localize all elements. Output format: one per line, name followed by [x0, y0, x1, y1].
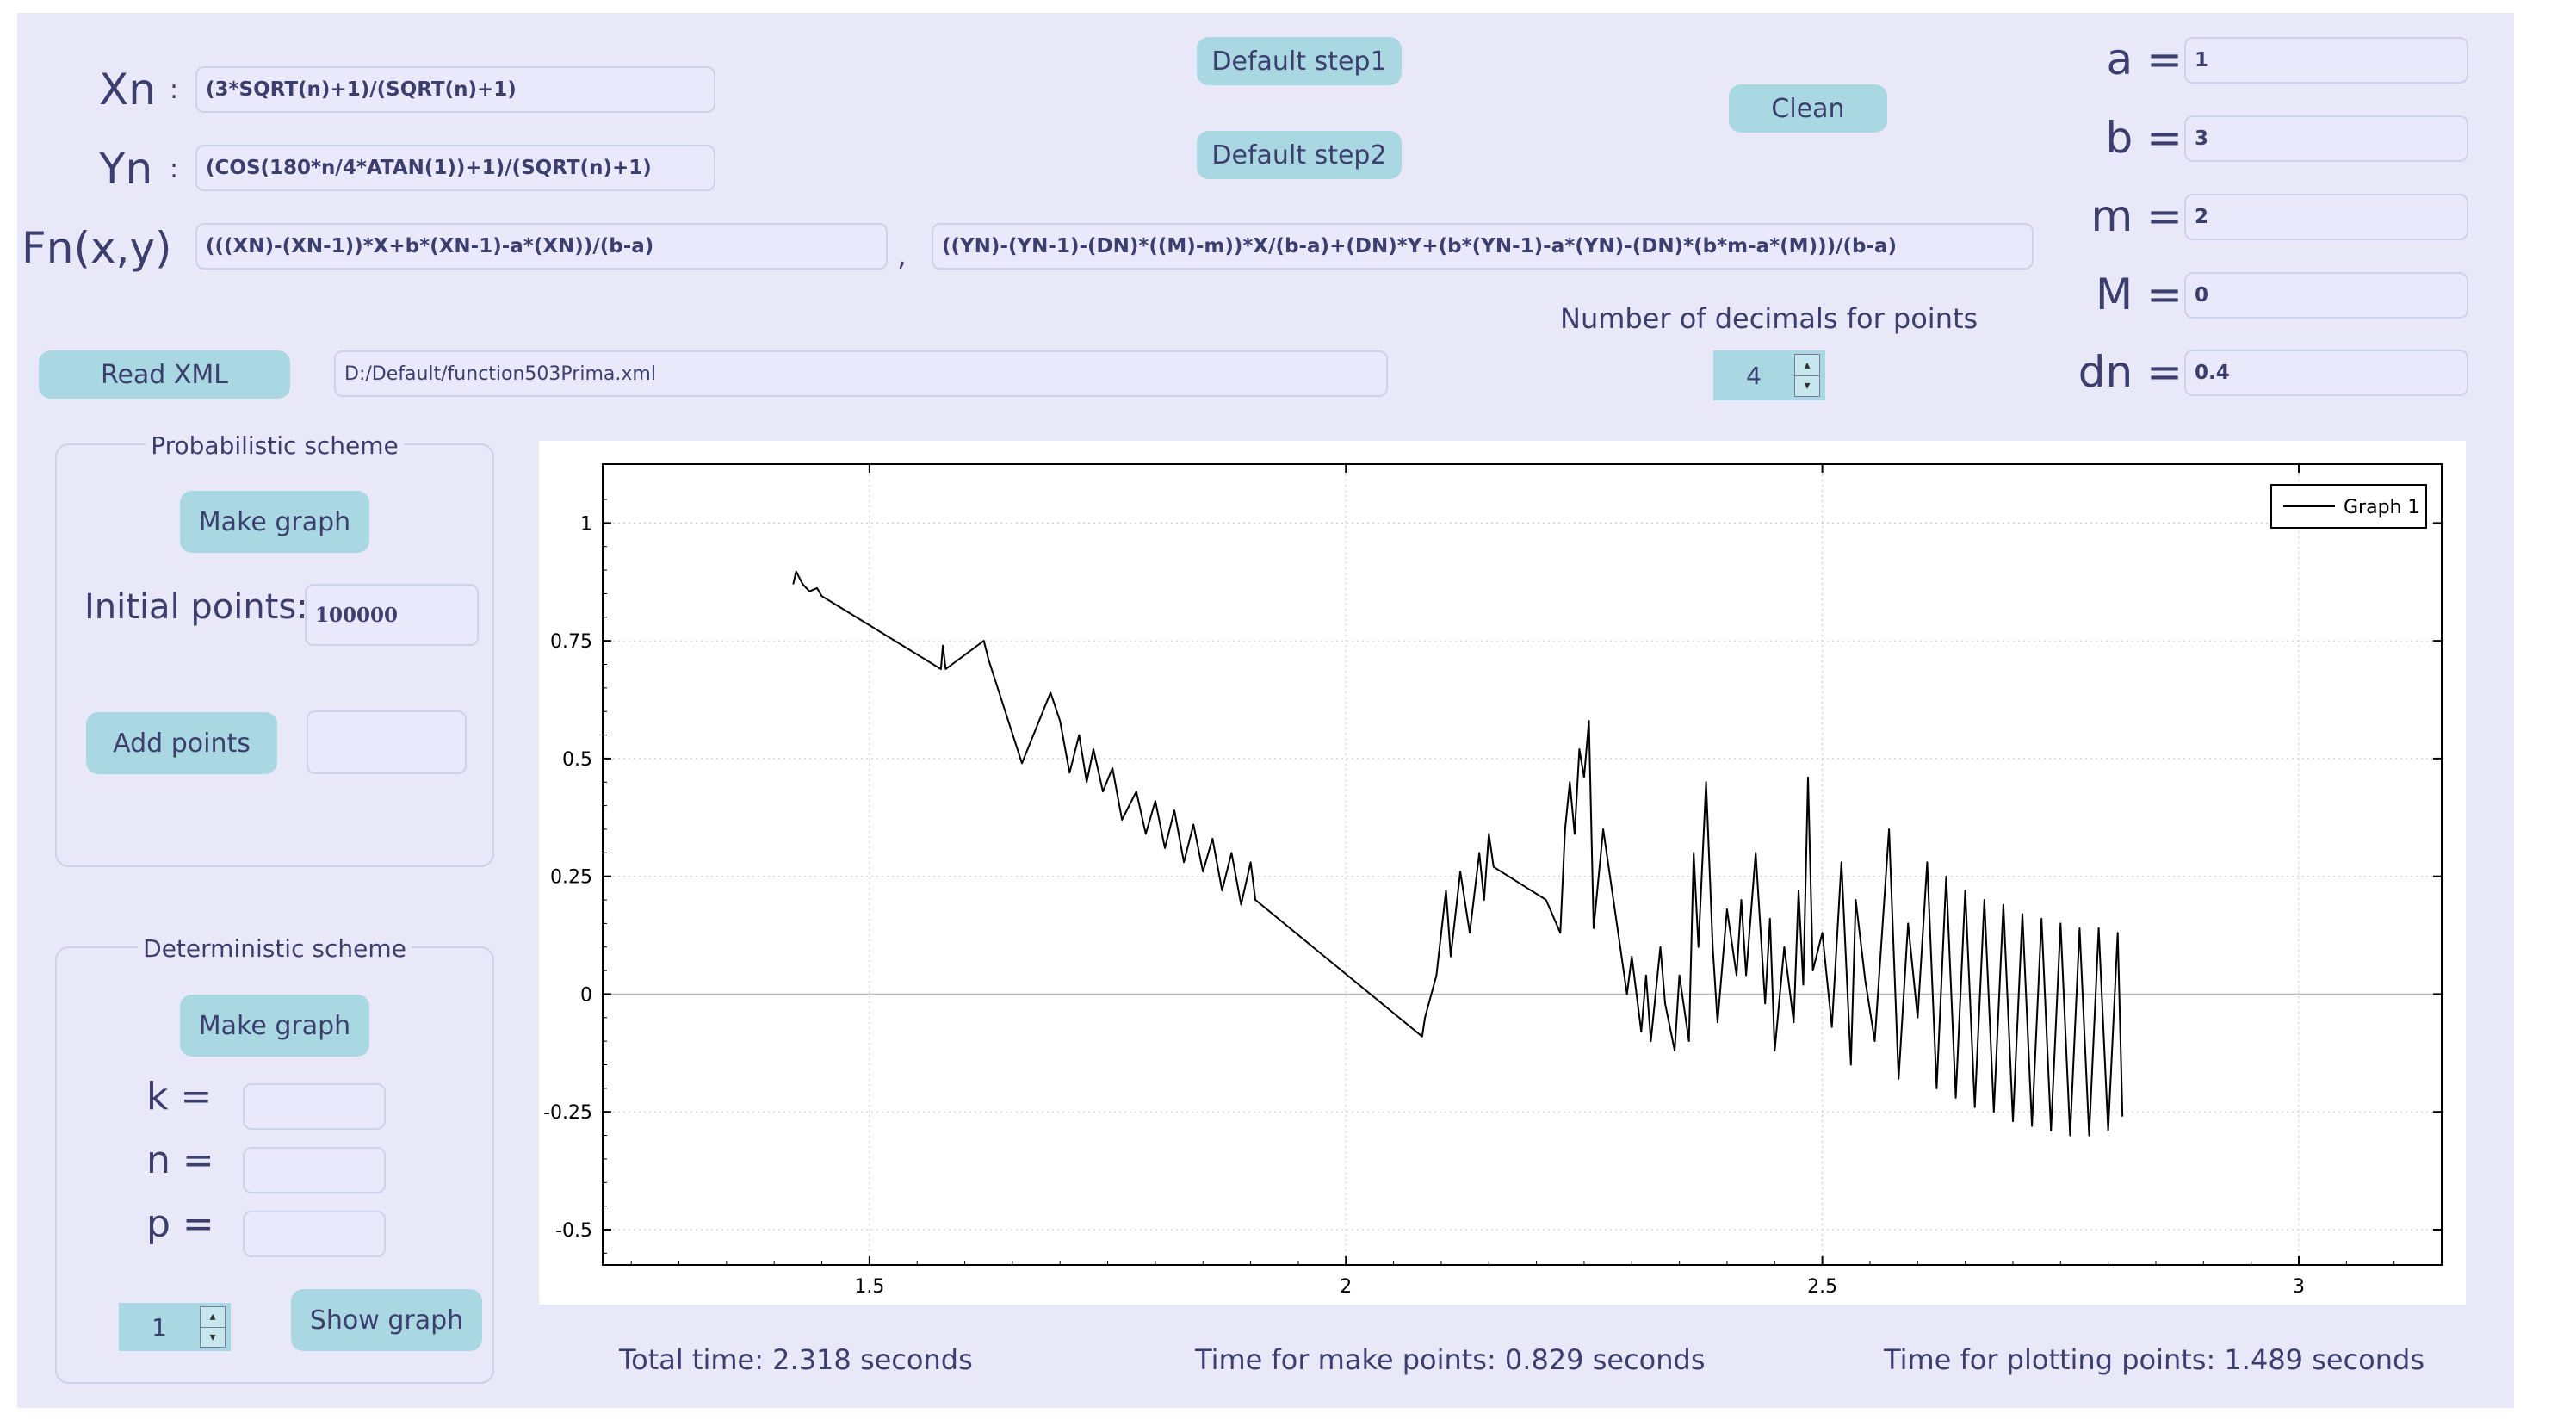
- p-label: p =: [146, 1202, 214, 1246]
- plotting-time-text: Time for plotting points: 1.489 seconds: [1884, 1343, 2424, 1376]
- y-tick-label: -0.5: [555, 1220, 592, 1242]
- xml-path-input[interactable]: [334, 350, 1388, 397]
- probabilistic-make-graph-button[interactable]: Make graph: [180, 491, 369, 553]
- fn-comma: ,: [897, 239, 907, 273]
- y-tick-label: 0: [580, 984, 592, 1006]
- initial-points-input[interactable]: [305, 584, 479, 646]
- fn-x-formula-input[interactable]: [195, 223, 888, 270]
- spin-down-arrow-icon[interactable]: ▾: [201, 1326, 225, 1348]
- show-graph-button[interactable]: Show graph: [291, 1289, 482, 1351]
- plot-panel: 1.5 2 2.5 3 -0.5 -0.25 0 0.25 0.5 0.75 1 Graph 1: [539, 441, 2466, 1305]
- n-input[interactable]: [243, 1147, 386, 1194]
- series-line-graph-1: [792, 570, 2124, 1137]
- spin-up-arrow-icon[interactable]: ▴: [1804, 357, 1811, 372]
- k-input[interactable]: [243, 1083, 386, 1130]
- probabilistic-scheme-group: Probabilistic scheme Make graph Initial …: [55, 431, 494, 867]
- n-label: n =: [146, 1138, 214, 1182]
- default-step2-button[interactable]: Default step2: [1197, 131, 1402, 179]
- deterministic-spin-arrows[interactable]: ▴ ▾: [200, 1306, 226, 1348]
- param-a-input[interactable]: [2184, 37, 2468, 84]
- make-points-time-text: Time for make points: 0.829 seconds: [1195, 1343, 1706, 1376]
- deterministic-scheme-title: Deterministic scheme: [138, 934, 412, 963]
- xn-formula-input[interactable]: [195, 66, 715, 113]
- yn-label: Yn: [99, 144, 153, 194]
- xn-label: Xn: [99, 65, 156, 115]
- y-tick-label: 0.25: [550, 867, 592, 889]
- clean-button[interactable]: Clean: [1729, 84, 1887, 133]
- add-points-button[interactable]: Add points: [86, 712, 277, 774]
- param-a-label: a =: [2106, 34, 2183, 84]
- add-points-input[interactable]: [307, 710, 467, 774]
- spin-down-arrow-icon[interactable]: ▾: [1795, 375, 1819, 397]
- y-tick-label: 0.75: [550, 631, 592, 653]
- x-tick-label: 3: [2293, 1276, 2305, 1298]
- k-label: k =: [146, 1075, 213, 1119]
- decimals-value: 4: [1746, 361, 1762, 390]
- param-b-label: b =: [2105, 113, 2183, 163]
- x-tick-label: 1.5: [854, 1276, 884, 1298]
- param-M-label: M =: [2096, 270, 2183, 319]
- p-input[interactable]: [243, 1211, 386, 1257]
- x-tick-label: 2.5: [1807, 1276, 1837, 1298]
- initial-points-label: Initial points:: [84, 587, 308, 627]
- decimals-label: Number of decimals for points: [1560, 302, 1978, 335]
- app-window: Xn : Yn : Fn(x,y) , Default step1 Defaul…: [17, 13, 2514, 1408]
- plot-area: [602, 463, 2443, 1266]
- fn-label: Fn(x,y): [22, 223, 172, 273]
- deterministic-scheme-group: Deterministic scheme Make graph k = n = …: [55, 934, 494, 1384]
- chart: 1.5 2 2.5 3 -0.5 -0.25 0 0.25 0.5 0.75 1 Graph 1: [543, 463, 2443, 1298]
- legend: Graph 1: [2270, 484, 2427, 529]
- param-b-input[interactable]: [2184, 115, 2468, 162]
- probabilistic-scheme-title: Probabilistic scheme: [146, 431, 404, 460]
- param-dn-input[interactable]: [2184, 350, 2468, 396]
- default-step1-button[interactable]: Default step1: [1197, 37, 1402, 85]
- spin-up-arrow-icon[interactable]: ▴: [209, 1310, 216, 1324]
- deterministic-spinbox[interactable]: 1 ▴ ▾: [119, 1303, 231, 1351]
- read-xml-button[interactable]: Read XML: [39, 350, 290, 399]
- y-tick-label: -0.25: [543, 1102, 592, 1124]
- param-M-input[interactable]: [2184, 272, 2468, 319]
- y-tick-label: 0.5: [562, 749, 592, 771]
- total-time-text: Total time: 2.318 seconds: [619, 1343, 973, 1376]
- decimals-spinbox[interactable]: 4 ▴ ▾: [1713, 350, 1825, 400]
- param-m-label: m =: [2090, 191, 2183, 241]
- x-tick-label: 2: [1340, 1276, 1352, 1298]
- y-tick-label: 1: [580, 513, 592, 535]
- deterministic-spin-value: 1: [152, 1312, 167, 1342]
- deterministic-make-graph-button[interactable]: Make graph: [180, 995, 369, 1057]
- fn-y-formula-input[interactable]: [932, 223, 2034, 270]
- legend-entry-graph-1: Graph 1: [2344, 497, 2419, 518]
- param-m-input[interactable]: [2184, 194, 2468, 240]
- xn-separator: :: [170, 75, 179, 105]
- decimals-spin-arrows[interactable]: ▴ ▾: [1794, 354, 1820, 397]
- param-dn-label: dn =: [2078, 347, 2183, 397]
- yn-formula-input[interactable]: [195, 145, 715, 191]
- yn-separator: :: [170, 154, 179, 184]
